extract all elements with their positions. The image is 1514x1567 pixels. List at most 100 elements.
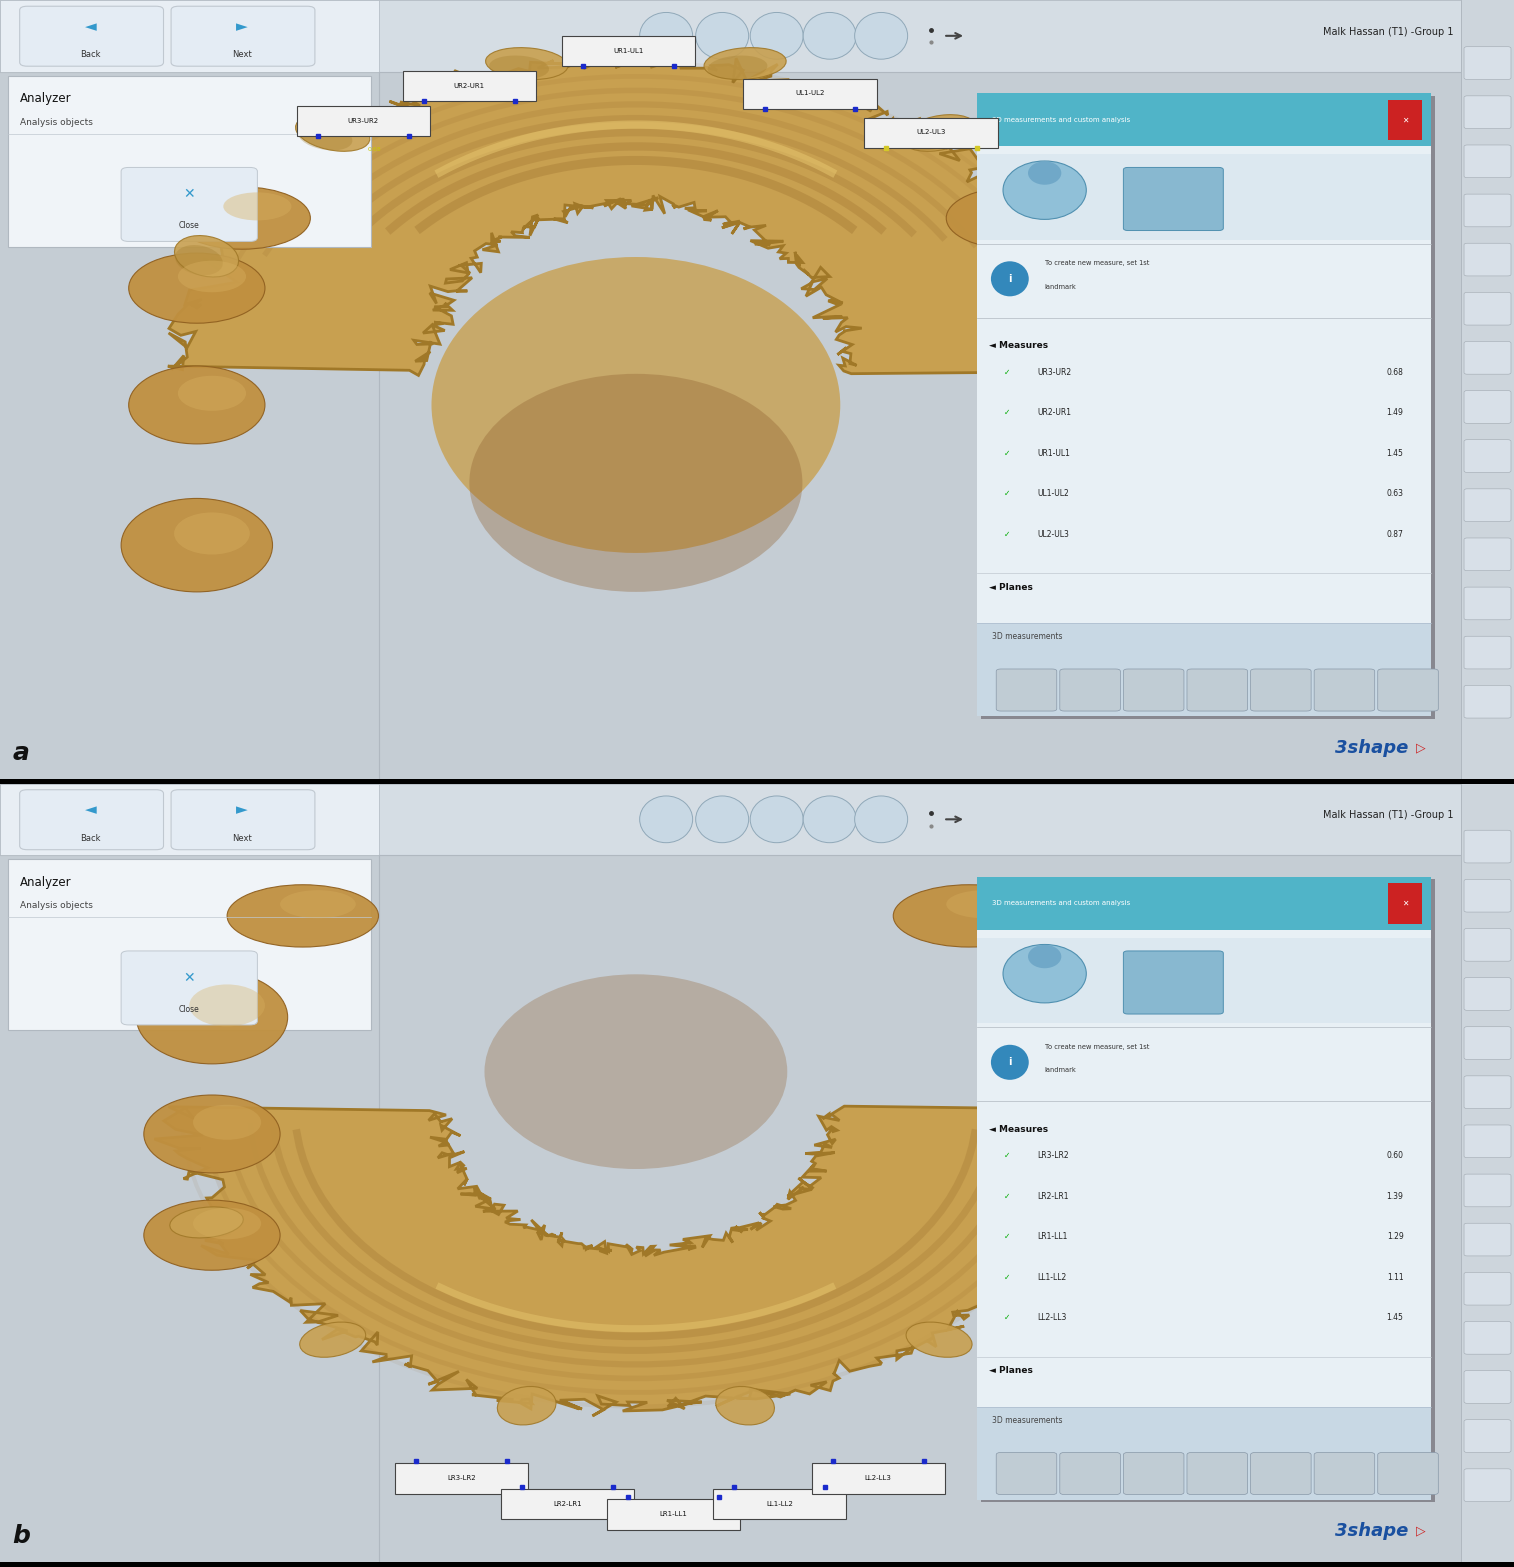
Text: Next: Next [232,50,253,60]
Bar [977,94,1431,716]
Text: 3D measurements and custom analysis: 3D measurements and custom analysis [992,118,1129,122]
Ellipse shape [990,1045,1030,1080]
Ellipse shape [1037,512,1113,555]
Bar [977,878,1431,929]
Text: ✓: ✓ [1004,1192,1010,1200]
Text: Close: Close [179,1004,200,1014]
FancyBboxPatch shape [1464,1125,1511,1158]
FancyBboxPatch shape [8,859,371,1031]
Ellipse shape [946,186,1083,249]
Ellipse shape [992,367,1128,443]
FancyBboxPatch shape [121,951,257,1025]
Text: ✓: ✓ [1004,368,1010,376]
FancyBboxPatch shape [996,669,1057,711]
Ellipse shape [129,254,265,323]
Text: Analysis objects: Analysis objects [20,901,92,910]
Text: LL1-LL2: LL1-LL2 [766,1501,793,1507]
Ellipse shape [174,235,239,277]
FancyBboxPatch shape [121,168,257,241]
FancyBboxPatch shape [743,78,877,110]
Ellipse shape [854,13,908,60]
Text: ✓: ✓ [1004,409,1010,417]
Text: ✓: ✓ [1004,448,1010,458]
Ellipse shape [696,796,748,843]
FancyBboxPatch shape [297,107,430,136]
FancyBboxPatch shape [171,790,315,849]
FancyBboxPatch shape [1464,831,1511,863]
Text: To create new measure, set 1st: To create new measure, set 1st [1045,1044,1149,1050]
Ellipse shape [489,55,550,80]
Text: LR2-LR1: LR2-LR1 [1037,1192,1069,1200]
Ellipse shape [174,512,250,555]
Polygon shape [154,1106,1092,1417]
Ellipse shape [1042,1208,1108,1239]
FancyBboxPatch shape [1464,293,1511,324]
Text: a: a [12,741,29,765]
FancyBboxPatch shape [1464,1468,1511,1501]
Text: 3D measurements and custom analysis: 3D measurements and custom analysis [992,901,1129,906]
Bar [0,0,378,72]
Text: i: i [1008,274,1011,284]
Ellipse shape [1042,1105,1108,1139]
Bar [1461,784,1514,1562]
Text: landmark: landmark [1045,1067,1076,1073]
FancyBboxPatch shape [1123,669,1184,711]
FancyBboxPatch shape [1464,537,1511,570]
FancyBboxPatch shape [1464,929,1511,961]
Text: Close: Close [179,221,200,230]
Text: landmark: landmark [1045,284,1076,290]
FancyBboxPatch shape [1464,588,1511,621]
Text: ✓: ✓ [1004,1232,1010,1241]
Ellipse shape [992,1200,1128,1271]
Text: ✕: ✕ [183,188,195,202]
Text: ✕: ✕ [1402,116,1408,124]
Bar [1388,884,1422,923]
Ellipse shape [1037,984,1113,1026]
Ellipse shape [946,890,1022,918]
Text: 1.45: 1.45 [1387,448,1403,458]
Ellipse shape [1028,1207,1102,1238]
FancyBboxPatch shape [1464,96,1511,128]
FancyBboxPatch shape [20,790,164,849]
Ellipse shape [992,1095,1128,1172]
FancyBboxPatch shape [1464,1077,1511,1108]
Text: 3D measurements: 3D measurements [992,633,1063,641]
Text: ✕: ✕ [183,972,195,986]
Ellipse shape [905,1323,972,1357]
Ellipse shape [992,254,1128,323]
Ellipse shape [707,55,768,80]
FancyBboxPatch shape [1314,669,1375,711]
FancyBboxPatch shape [1464,1224,1511,1255]
Ellipse shape [1033,235,1098,277]
FancyBboxPatch shape [1378,1453,1438,1495]
Text: ✓: ✓ [1004,1313,1010,1323]
Text: UR1-UL1: UR1-UL1 [1037,448,1070,458]
FancyBboxPatch shape [1464,1420,1511,1453]
FancyBboxPatch shape [1464,636,1511,669]
Text: LR3-LR2: LR3-LR2 [448,1475,475,1481]
Ellipse shape [1034,244,1081,276]
Ellipse shape [121,498,273,592]
Ellipse shape [1004,945,1087,1003]
Text: ✓: ✓ [1004,1272,1010,1282]
Text: 0.68: 0.68 [368,147,380,152]
FancyBboxPatch shape [1464,978,1511,1011]
FancyBboxPatch shape [1464,1026,1511,1059]
Text: 0.60: 0.60 [1387,1152,1403,1160]
Ellipse shape [174,186,310,249]
Text: Analyzer: Analyzer [20,876,71,888]
Text: ▷: ▷ [1416,1525,1425,1537]
FancyBboxPatch shape [501,1489,634,1520]
Ellipse shape [298,124,353,150]
FancyBboxPatch shape [562,36,695,66]
Ellipse shape [224,193,291,221]
Text: ◄: ◄ [85,19,97,34]
FancyBboxPatch shape [171,6,315,66]
Ellipse shape [280,890,356,918]
Text: UL1-UL2: UL1-UL2 [795,91,825,97]
Bar [977,154,1431,240]
FancyBboxPatch shape [607,1500,740,1529]
Ellipse shape [179,260,245,291]
Text: ◄ Measures: ◄ Measures [989,342,1048,349]
Text: UR1-UL1: UR1-UL1 [613,47,643,53]
